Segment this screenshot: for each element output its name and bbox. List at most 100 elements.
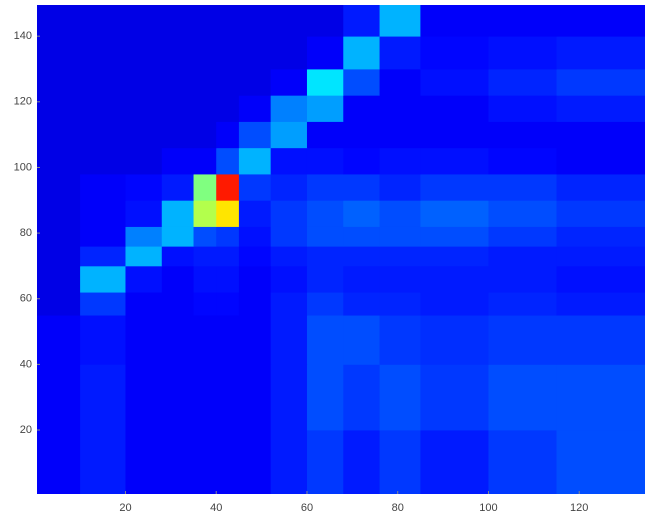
heatmap-cell <box>194 148 217 175</box>
heatmap-cell <box>343 5 380 37</box>
heatmap-cell <box>307 174 344 201</box>
y-tick-label: 20 <box>20 424 32 436</box>
heatmap-cell <box>557 430 646 494</box>
heatmap-cell <box>125 36 162 69</box>
heatmap-cell <box>239 148 271 175</box>
heatmap-cell <box>488 122 556 149</box>
heatmap-cell <box>488 430 556 494</box>
heatmap-cell <box>307 36 344 69</box>
heatmap-cell <box>343 315 380 365</box>
heatmap-cell <box>488 364 556 430</box>
heatmap-cell <box>239 36 271 69</box>
heatmap-cell <box>216 292 239 315</box>
heatmap-cell <box>194 315 217 365</box>
heatmap-cell <box>420 36 488 69</box>
heatmap-cell <box>271 315 308 365</box>
heatmap-cell <box>194 122 217 149</box>
heatmap-cell <box>125 246 162 266</box>
heatmap-cell <box>80 266 126 293</box>
heatmap-cell <box>343 246 380 266</box>
heatmap-cell <box>271 292 308 315</box>
y-tick-label: 40 <box>20 358 32 370</box>
heatmap-cell <box>162 364 194 430</box>
heatmap-cell <box>194 95 217 122</box>
heatmap-cell <box>343 227 380 247</box>
heatmap-cell <box>380 36 421 69</box>
heatmap-cell <box>343 292 380 315</box>
heatmap-cell <box>420 95 488 122</box>
heatmap-cell <box>380 148 421 175</box>
heatmap-cell <box>557 227 646 247</box>
heatmap-cell <box>125 200 162 227</box>
heatmap-cell <box>557 122 646 149</box>
heatmap-cell <box>162 430 194 494</box>
heatmap-cell <box>307 227 344 247</box>
heatmap-cell <box>37 430 81 494</box>
heatmap-cell <box>557 292 646 315</box>
y-tick-label: 60 <box>20 293 32 305</box>
heatmap-cell <box>125 148 162 175</box>
y-tick-label: 120 <box>14 96 32 108</box>
heatmap-cell <box>80 200 126 227</box>
heatmap-cell <box>125 5 162 37</box>
heatmap-cell <box>162 36 194 69</box>
heatmap-cell <box>380 5 421 37</box>
heatmap-cell <box>380 315 421 365</box>
heatmap-cell <box>420 148 488 175</box>
heatmap-cell <box>80 246 126 266</box>
heatmap-cell <box>239 200 271 227</box>
heatmap-cell <box>380 364 421 430</box>
heatmap-cell <box>420 69 488 96</box>
x-tick-label: 80 <box>392 502 404 514</box>
heatmap-cell <box>162 122 194 149</box>
heatmap-cell <box>80 364 126 430</box>
heatmap-cell <box>80 148 126 175</box>
heatmap-cell <box>194 174 217 201</box>
x-tick-label: 20 <box>119 502 131 514</box>
heatmap-cell <box>37 174 81 201</box>
heatmap-cell <box>239 122 271 149</box>
heatmap-cell <box>162 200 194 227</box>
heatmap-cell <box>239 266 271 293</box>
heatmap-cell <box>271 95 308 122</box>
heatmap-cell <box>557 95 646 122</box>
heatmap-cell <box>271 364 308 430</box>
heatmap-cell <box>125 315 162 365</box>
heatmap-cell <box>194 266 217 293</box>
heatmap-cell <box>307 430 344 494</box>
heatmap-cell <box>343 95 380 122</box>
heatmap-cell <box>194 364 217 430</box>
heatmap-cell <box>380 200 421 227</box>
heatmap-cell <box>239 174 271 201</box>
heatmap-cell <box>216 174 239 201</box>
heatmap-cell <box>37 69 81 96</box>
heatmap-cell <box>420 200 488 227</box>
heatmap-cell <box>125 122 162 149</box>
heatmap-cell <box>162 148 194 175</box>
heatmap-cell <box>80 122 126 149</box>
y-tick-label: 100 <box>14 161 32 173</box>
heatmap-cell <box>343 174 380 201</box>
heatmap-cell <box>271 174 308 201</box>
heatmap-cell <box>557 246 646 266</box>
heatmap-cell <box>125 292 162 315</box>
heatmap-cell <box>343 69 380 96</box>
heatmap-cell <box>557 364 646 430</box>
heatmap-cell <box>216 266 239 293</box>
heatmap-cell <box>557 69 646 96</box>
heatmap-cell <box>420 266 488 293</box>
heatmap-cell <box>557 5 646 37</box>
heatmap-cell <box>37 95 81 122</box>
heatmap-cell <box>557 174 646 201</box>
x-tick-label: 100 <box>479 502 497 514</box>
heatmap-cell <box>239 315 271 365</box>
heatmap-cell <box>380 69 421 96</box>
heatmap-cell <box>271 200 308 227</box>
heatmap-cell <box>380 95 421 122</box>
heatmap-cell <box>420 246 488 266</box>
heatmap-cell <box>488 148 556 175</box>
heatmap-cell <box>488 292 556 315</box>
heatmap-cell <box>380 122 421 149</box>
heatmap-cell <box>488 227 556 247</box>
heatmap-cell <box>80 36 126 69</box>
